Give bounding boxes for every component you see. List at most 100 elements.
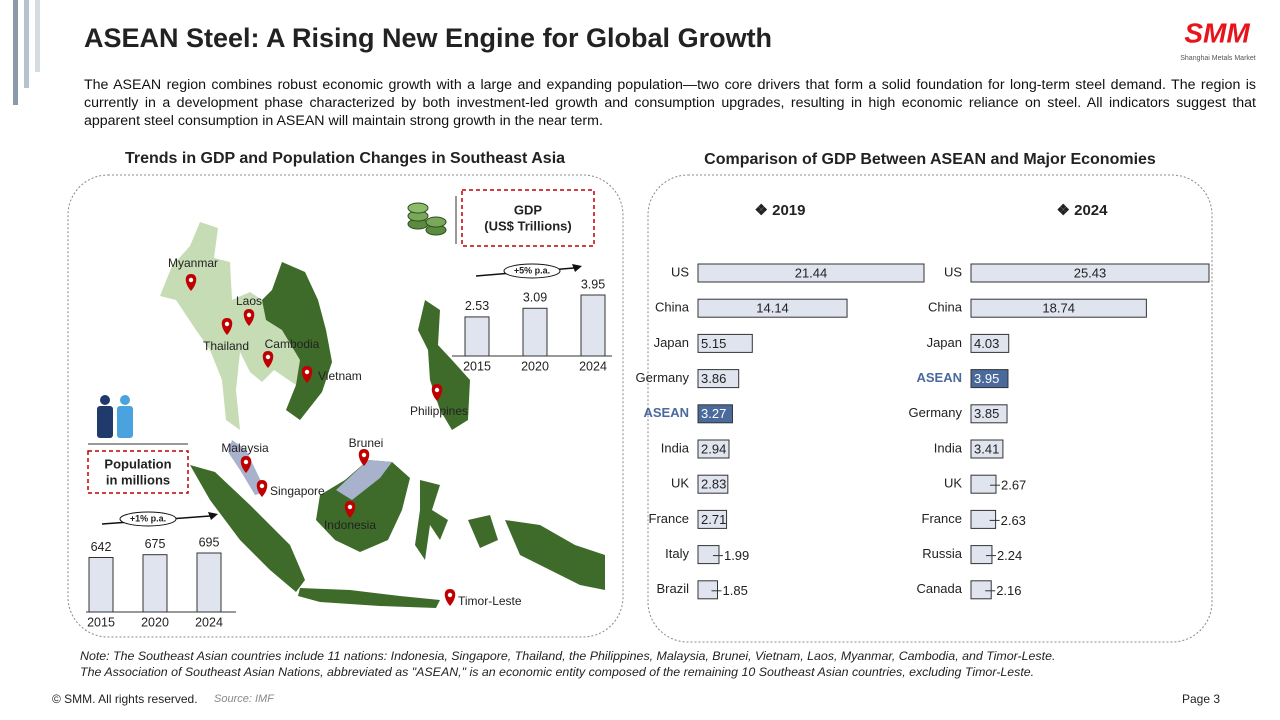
value-label: 2.53 [465,299,489,313]
bar [580,294,606,357]
value-label: 2.63 [1001,513,1026,528]
map-pin [444,589,456,606]
borneo [316,460,410,552]
value-label: 2.24 [997,548,1022,563]
map-pin [358,449,370,466]
category-label: US [944,264,962,279]
value-label: 3.95 [974,371,999,386]
value-label: 1.99 [724,548,749,563]
value-label: 21.44 [795,265,828,280]
bar [697,298,848,318]
logo: SMM [1184,17,1250,48]
map-pin [243,309,255,326]
bar [697,474,729,494]
map-pin-dot [304,369,310,375]
value-label: 2.16 [996,583,1021,598]
chart-title: (US$ Trillions) [484,218,571,233]
category-label: Japan [927,335,962,350]
value-label: 3.86 [701,371,726,386]
value-label: 4.03 [974,336,999,351]
map-pin-dot [224,321,230,327]
map-pin-dot [259,483,265,489]
bar [697,509,728,529]
chart-title: ❖ 2019 [755,202,806,219]
panel-title: Trends in GDP and Population Changes in … [125,150,565,167]
copyright: © SMM. All rights reserved. [52,692,198,706]
coins-icon [407,202,447,236]
map-pin-dot [265,354,271,360]
value-label: 642 [91,540,112,554]
x-tick-label: 2024 [195,615,223,629]
bar [697,333,753,353]
map-pin-dot [243,459,249,465]
maluku [468,515,498,548]
panel [647,174,1213,643]
bar [970,545,993,565]
map-pin-dot [434,387,440,393]
arrow-head [208,512,218,520]
page-title: ASEAN Steel: A Rising New Engine for Glo… [84,23,772,53]
x-tick-label: 2020 [521,359,549,373]
value-label: 3.85 [974,406,999,421]
map-label: Cambodia [265,337,320,351]
category-label: UK [671,476,689,491]
note: Note: The Southeast Asian countries incl… [80,649,1056,663]
decor-bar [13,0,18,105]
map-pin [301,366,313,383]
bar [970,369,1009,389]
map-label: Singapore [270,484,325,498]
category-label: ASEAN [643,405,689,420]
bar [970,509,997,529]
annotation: +5% p.a. [514,265,550,275]
bar [970,404,1008,424]
category-label: Russia [922,546,963,561]
category-label: UK [944,476,962,491]
bar [697,404,733,424]
value-label: 675 [145,537,166,551]
x-tick-label: 2015 [463,359,491,373]
category-label: Germany [909,405,963,420]
category-label: Brazil [656,581,689,596]
map-pin [185,274,197,291]
value-label: 1.85 [723,583,748,598]
map-pin-dot [361,452,367,458]
value-label: 695 [199,535,220,549]
annotation-bubble [119,511,177,527]
map-pin [256,480,268,497]
intro-text: The ASEAN region combines robust economi… [84,77,1256,129]
x-tick-label: 2020 [141,615,169,629]
map-pin [221,318,233,335]
bar [697,545,720,565]
map-pin [240,456,252,473]
category-label: China [655,300,690,315]
bar [697,263,925,283]
legend-box [461,189,595,247]
legend-box [87,450,189,494]
bar [970,263,1210,283]
page-number: Page 3 [1182,692,1220,706]
map-label: Philippines [410,404,468,418]
map-label: Timor-Leste [458,594,522,608]
map-pin [262,351,274,368]
bar [970,580,992,600]
map-label: Laos [236,294,262,308]
value-label: 3.27 [701,406,726,421]
x-tick-label: 2024 [579,359,607,373]
east-malaysia [336,460,392,500]
value-label: 18.74 [1042,301,1075,316]
map-pin-dot [246,312,252,318]
value-label: 3.09 [523,291,547,305]
value-label: 2.94 [701,441,726,456]
value-label: 2.71 [701,512,726,527]
bar [970,333,1010,353]
category-label: France [922,511,962,526]
value-label: 14.14 [756,301,789,316]
map-label: Malaysia [221,441,269,455]
decor-bar [24,0,29,88]
note: The Association of Southeast Asian Natio… [80,665,1035,679]
category-label: India [661,440,690,455]
category-label: Germany [636,370,690,385]
map-label: Vietnam [318,369,362,383]
java [298,588,440,608]
